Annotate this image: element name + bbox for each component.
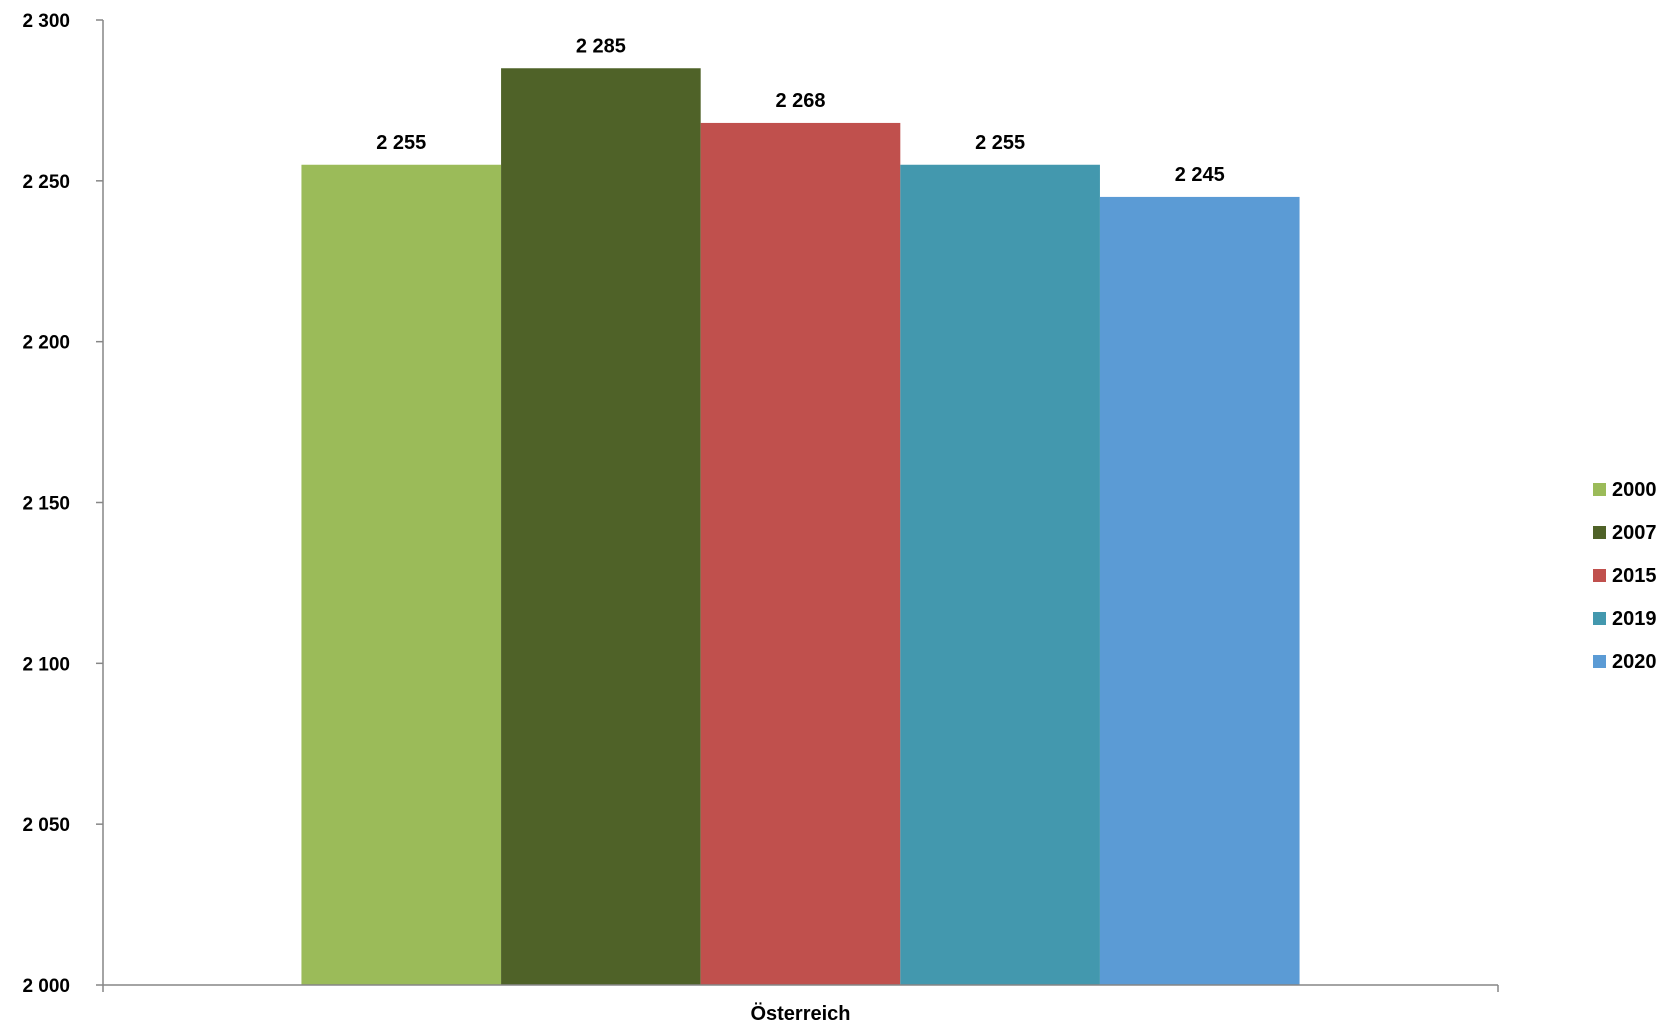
legend-swatch-2015 bbox=[1593, 569, 1606, 582]
data-label-2019: 2 255 bbox=[975, 132, 1025, 154]
y-tick-label: 2 000 bbox=[22, 976, 70, 997]
legend-swatch-2020 bbox=[1593, 655, 1606, 668]
data-label-2007: 2 285 bbox=[576, 35, 626, 57]
legend-label-2007: 2007 bbox=[1612, 522, 1657, 544]
legend-label-2019: 2019 bbox=[1612, 608, 1657, 630]
data-label-2015: 2 268 bbox=[775, 90, 825, 112]
x-category-label: Österreich bbox=[750, 1002, 850, 1025]
legend-swatch-2007 bbox=[1593, 526, 1606, 539]
legend-label-2020: 2020 bbox=[1612, 651, 1657, 673]
bar-2000 bbox=[301, 164, 502, 985]
y-axis: 2 000 2 050 2 100 2 150 2 200 2 250 2 300 bbox=[22, 11, 104, 997]
legend: 2000 2007 2015 2019 2020 bbox=[1593, 479, 1657, 673]
x-axis: Österreich bbox=[102, 984, 1499, 1025]
bar-2015 bbox=[700, 122, 901, 985]
y-tick-label: 2 150 bbox=[22, 494, 70, 515]
bars bbox=[301, 68, 1300, 985]
bar-2019 bbox=[900, 164, 1100, 985]
bar-2020 bbox=[1099, 196, 1300, 985]
y-tick-label: 2 100 bbox=[22, 654, 70, 675]
data-labels: 2 255 2 285 2 268 2 255 2 245 bbox=[376, 35, 1225, 186]
y-tick-label: 2 250 bbox=[22, 172, 70, 193]
legend-label-2015: 2015 bbox=[1612, 565, 1657, 587]
data-label-2000: 2 255 bbox=[376, 132, 426, 154]
y-tick-label: 2 200 bbox=[22, 333, 70, 354]
data-label-2020: 2 245 bbox=[1175, 164, 1225, 186]
legend-swatch-2000 bbox=[1593, 483, 1606, 496]
bar-2007 bbox=[501, 68, 701, 985]
y-tick-label: 2 300 bbox=[22, 11, 70, 32]
y-tick-label: 2 050 bbox=[22, 815, 70, 836]
legend-label-2000: 2000 bbox=[1612, 479, 1657, 501]
legend-swatch-2019 bbox=[1593, 612, 1606, 625]
